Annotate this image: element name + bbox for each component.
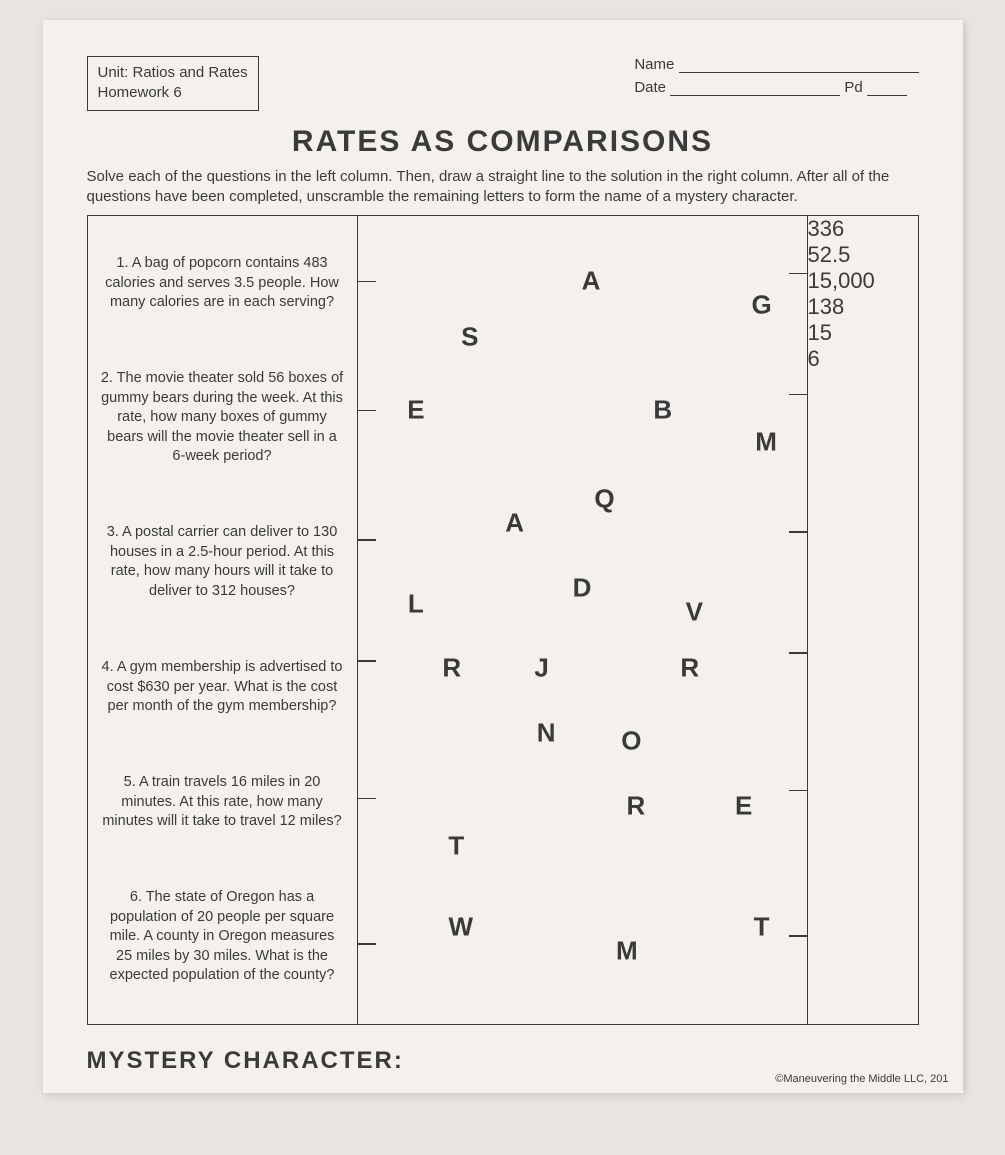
answer-tick-6 (789, 935, 807, 937)
name-blank[interactable] (679, 59, 919, 73)
question-tick-4 (358, 660, 376, 662)
scramble-letter: D (573, 572, 592, 603)
scramble-letter: V (686, 596, 703, 627)
answer-tick-1 (789, 273, 807, 275)
scramble-letter: R (680, 653, 699, 684)
page-title: RATES AS COMPARISONS (87, 125, 919, 159)
unit-line2: Homework 6 (98, 83, 248, 103)
question-2: 2. The movie theater sold 56 boxes of gu… (100, 369, 345, 467)
matching-area[interactable]: AGSEBMQADLVRJRNORETWMT (358, 216, 808, 1024)
scramble-letter: B (653, 394, 672, 425)
name-label: Name (634, 56, 674, 73)
question-tick-5 (358, 798, 376, 800)
scramble-letter: E (735, 790, 752, 821)
worksheet-grid: 1. A bag of popcorn contains 483 calorie… (87, 215, 919, 1025)
scramble-letter: W (448, 912, 473, 943)
scramble-letter: M (616, 936, 638, 967)
date-blank[interactable] (670, 82, 840, 96)
question-tick-1 (358, 281, 376, 283)
unit-line1: Unit: Ratios and Rates (98, 63, 248, 83)
pd-blank[interactable] (867, 82, 907, 96)
question-3: 3. A postal carrier can deliver to 130 h… (100, 523, 345, 601)
answer-1: 336 (808, 216, 918, 242)
scramble-letter: A (505, 508, 524, 539)
scramble-letter: O (621, 726, 641, 757)
answer-tick-2 (789, 394, 807, 396)
question-1: 1. A bag of popcorn contains 483 calorie… (100, 254, 345, 313)
date-label: Date (634, 79, 666, 96)
unit-box: Unit: Ratios and Rates Homework 6 (87, 56, 259, 111)
question-tick-3 (358, 539, 376, 541)
answer-6: 6 (808, 346, 918, 372)
answer-2: 52.5 (808, 242, 918, 268)
scramble-letter: E (407, 394, 424, 425)
instructions-text: Solve each of the questions in the left … (87, 167, 919, 208)
question-4: 4. A gym membership is advertised to cos… (100, 658, 345, 717)
scramble-letter: L (408, 588, 424, 619)
answer-4: 138 (808, 294, 918, 320)
scramble-letter: J (534, 653, 548, 684)
answer-tick-5 (789, 790, 807, 792)
scramble-letter: R (626, 790, 645, 821)
answer-5: 15 (808, 320, 918, 346)
mystery-character-label: MYSTERY CHARACTER: (87, 1047, 919, 1075)
scramble-letter: Q (594, 483, 614, 514)
question-tick-6 (358, 943, 376, 945)
answer-3: 15,000 (808, 268, 918, 294)
answer-tick-4 (789, 652, 807, 654)
name-date-block: Name Date Pd (634, 56, 918, 96)
questions-column: 1. A bag of popcorn contains 483 calorie… (88, 216, 358, 1024)
scramble-letter: S (461, 322, 478, 353)
scramble-letter: A (582, 265, 601, 296)
scramble-letter: R (442, 653, 461, 684)
question-tick-2 (358, 410, 376, 412)
answer-tick-3 (789, 531, 807, 533)
scramble-letter: G (751, 289, 771, 320)
question-6: 6. The state of Oregon has a population … (100, 888, 345, 986)
header-row: Unit: Ratios and Rates Homework 6 Name D… (87, 56, 919, 111)
worksheet-paper: Unit: Ratios and Rates Homework 6 Name D… (43, 20, 963, 1093)
scramble-letter: N (537, 718, 556, 749)
pd-label: Pd (844, 79, 862, 96)
copyright-text: ©Maneuvering the Middle LLC, 201 (775, 1073, 948, 1085)
scramble-letter: T (754, 912, 770, 943)
scramble-letter: T (448, 831, 464, 862)
answers-column: 33652.515,000138156 (808, 216, 918, 1024)
question-5: 5. A train travels 16 miles in 20 minute… (100, 773, 345, 832)
scramble-letter: M (755, 427, 777, 458)
